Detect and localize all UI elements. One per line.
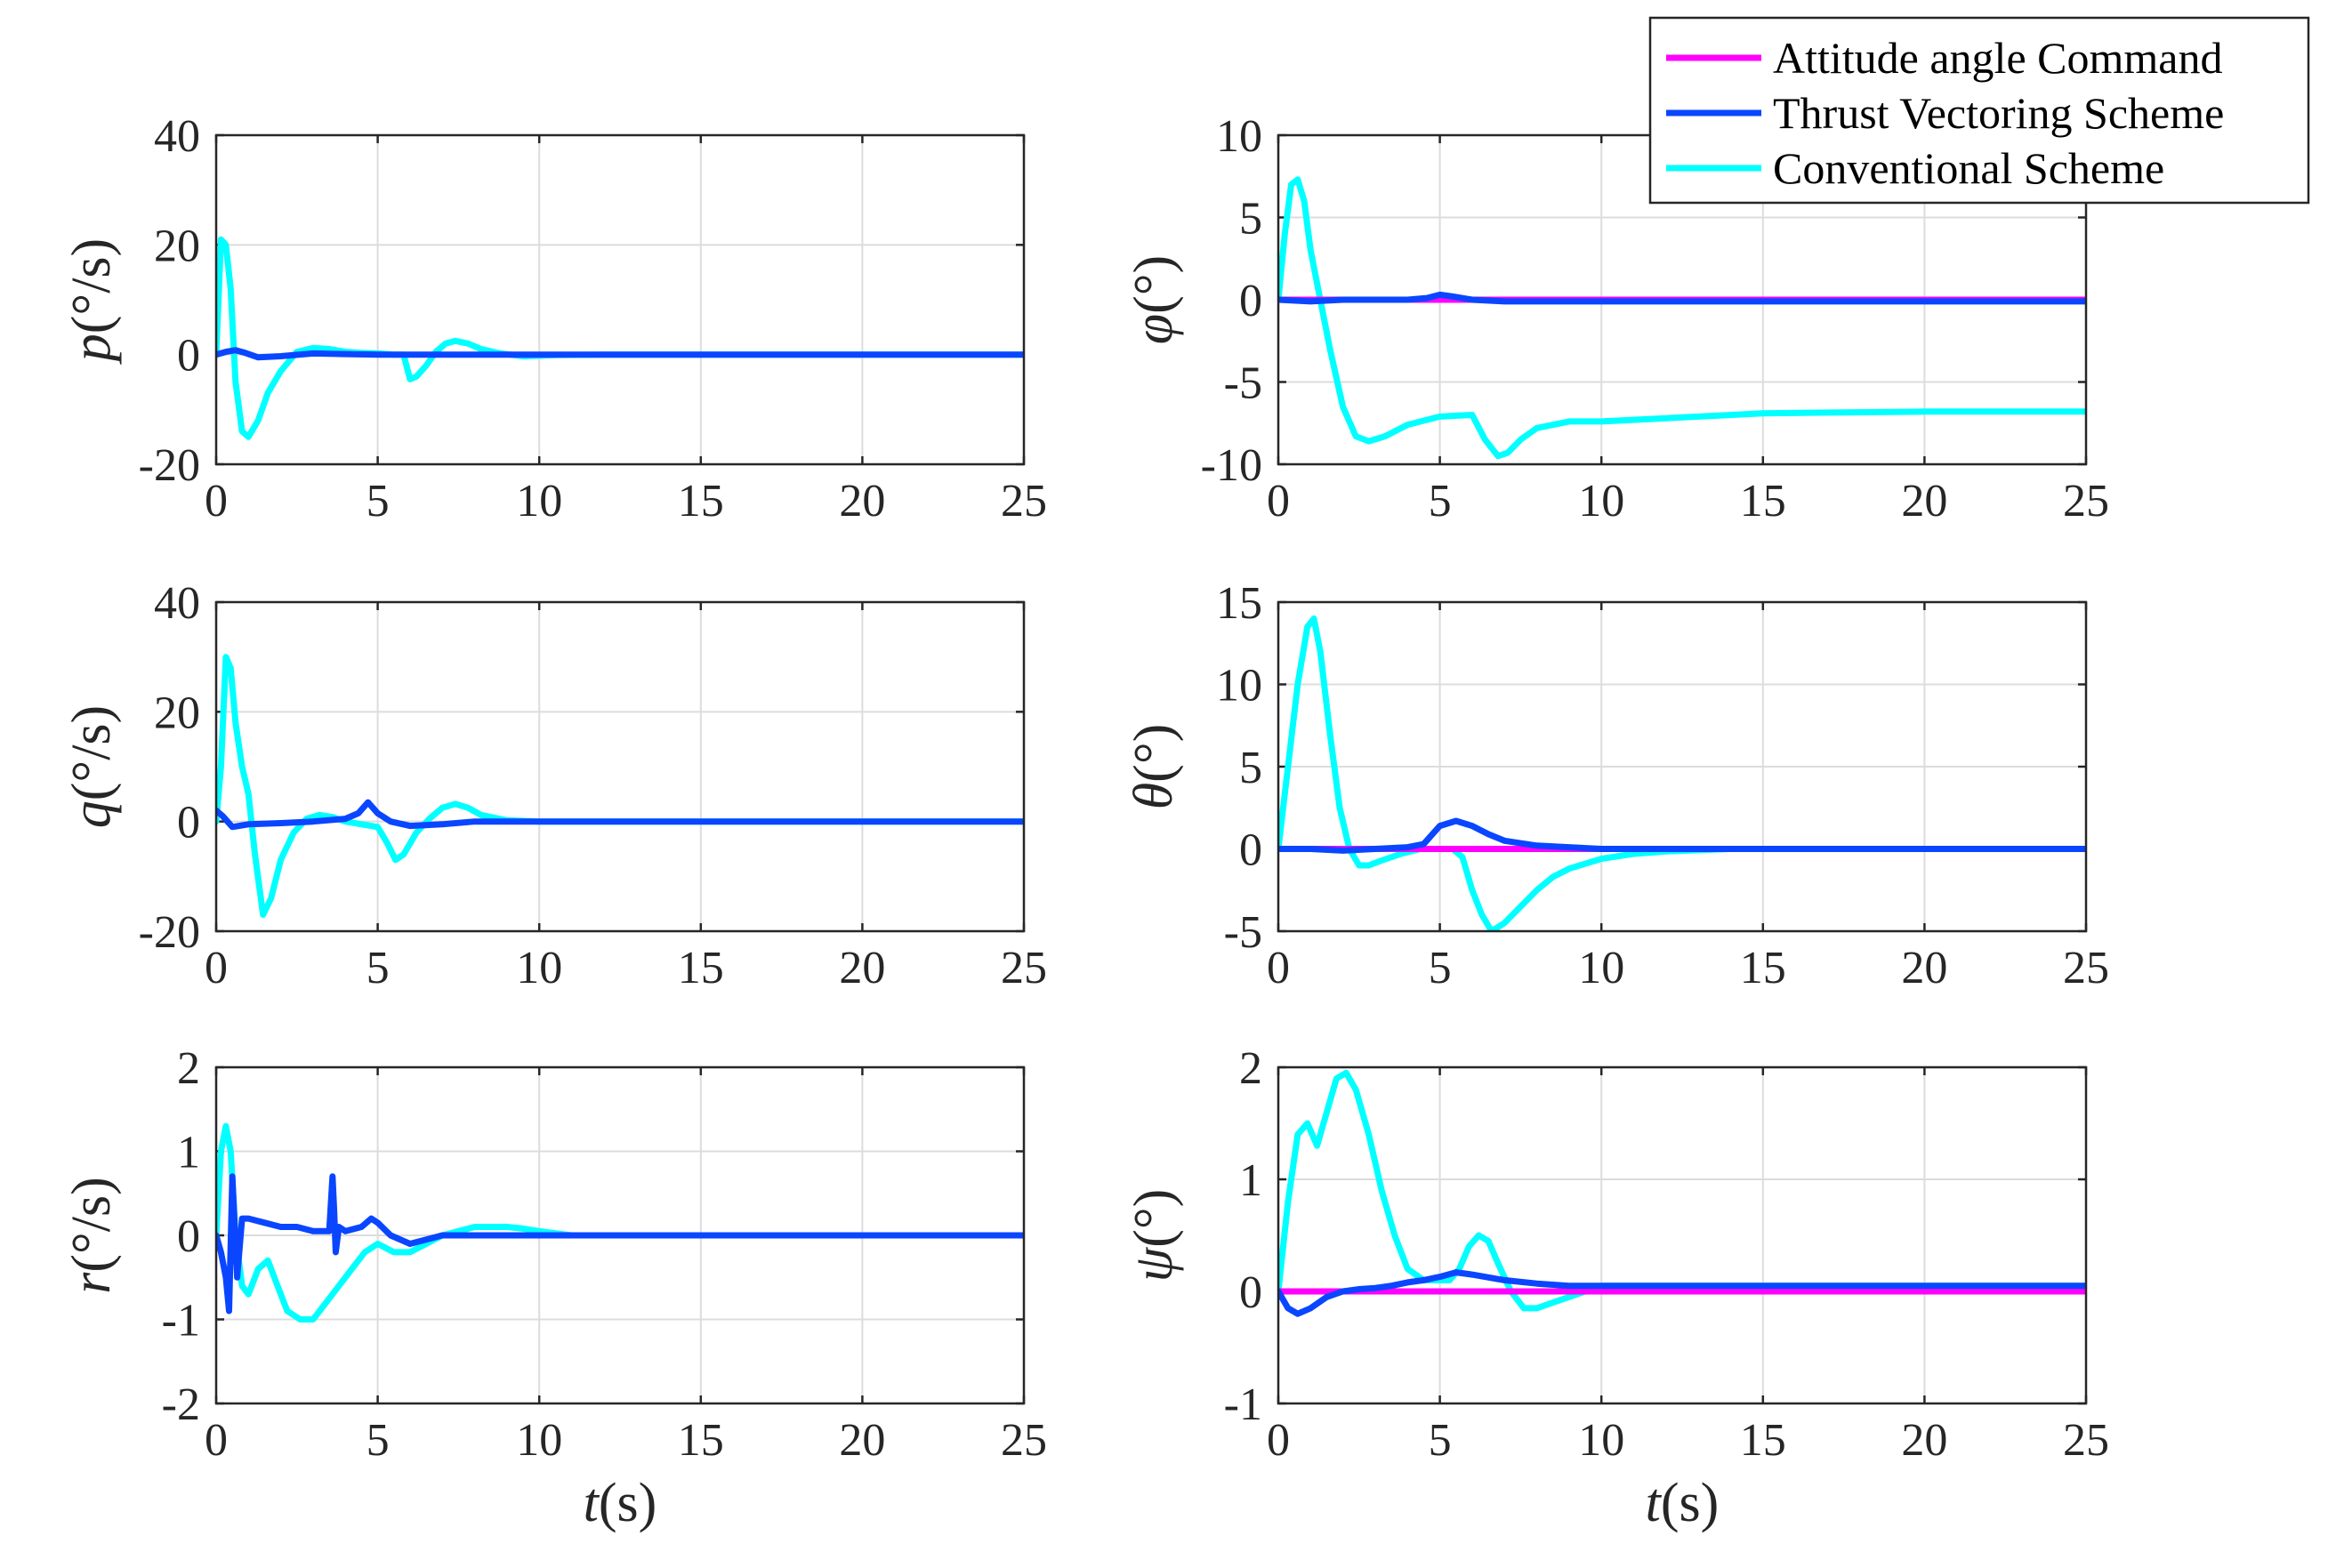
- series-thrust-vectoring-scheme: [1278, 817, 2086, 854]
- y-axis-label: ψ(°): [1124, 1189, 1184, 1283]
- y-tick-label: 40: [154, 578, 200, 629]
- y-tick-label: -2: [162, 1379, 200, 1430]
- y-axis-label: p(°/s): [61, 238, 122, 365]
- y-tick-label: 20: [154, 221, 200, 271]
- axes-frame: [214, 600, 1026, 933]
- legend-label: Attitude angle Command: [1773, 33, 2222, 83]
- axes-frame: [214, 133, 1026, 466]
- y-tick-label: -10: [1201, 440, 1262, 491]
- series-thrust-vectoring-scheme: [1278, 1269, 2086, 1317]
- series-thrust-vectoring-scheme: [216, 1173, 1024, 1315]
- y-tick-label: 15: [1216, 578, 1262, 629]
- x-tick-label: 0: [205, 1415, 228, 1466]
- x-tick-label: 20: [1901, 476, 1947, 527]
- x-tick-label: 5: [1429, 476, 1452, 527]
- y-tick-label: 2: [1239, 1043, 1262, 1094]
- x-tick-label: 0: [205, 476, 228, 527]
- y-tick-label: 0: [1239, 276, 1262, 326]
- y-tick-label: 20: [154, 688, 200, 738]
- x-tick-label: 5: [1429, 943, 1452, 993]
- x-tick-label: 15: [1740, 476, 1786, 527]
- y-axis-label: q(°/s): [61, 705, 122, 828]
- y-tick-label: 5: [1239, 194, 1262, 245]
- y-tick-label: 40: [154, 111, 200, 162]
- x-tick-label: 5: [1429, 1415, 1452, 1466]
- series-conventional-scheme: [1278, 615, 2086, 931]
- series-conventional-scheme: [1278, 176, 2086, 460]
- x-tick-label: 20: [1901, 1415, 1947, 1466]
- y-tick-label: 0: [177, 798, 200, 848]
- x-tick-label: 15: [678, 943, 724, 993]
- legend-label: Thrust Vectoring Scheme: [1773, 88, 2224, 138]
- y-axis-label: φ(°): [1124, 255, 1184, 344]
- y-tick-label: 0: [1239, 825, 1262, 876]
- x-tick-label: 10: [1578, 1415, 1624, 1466]
- legend-label: Conventional Scheme: [1773, 143, 2164, 193]
- y-tick-label: -5: [1224, 358, 1262, 409]
- x-tick-label: 5: [367, 943, 390, 993]
- y-tick-label: 10: [1216, 661, 1262, 712]
- series-thrust-vectoring-scheme: [216, 347, 1024, 361]
- x-tick-label: 25: [1001, 1415, 1047, 1466]
- x-tick-label: 10: [1578, 943, 1624, 993]
- axes-frame: [1277, 1065, 2088, 1405]
- series-conventional-scheme: [216, 1122, 1024, 1323]
- x-tick-label: 0: [1267, 1415, 1290, 1466]
- x-tick-label: 10: [516, 943, 562, 993]
- x-tick-label: 25: [2063, 476, 2109, 527]
- x-tick-label: 0: [1267, 476, 1290, 527]
- series-conventional-scheme: [216, 654, 1024, 918]
- y-tick-label: -5: [1224, 907, 1262, 958]
- x-tick-label: 20: [839, 943, 885, 993]
- x-tick-label: 15: [678, 476, 724, 527]
- x-tick-label: 0: [1267, 943, 1290, 993]
- x-axis-label: t(s): [1646, 1473, 1720, 1533]
- x-tick-label: 15: [678, 1415, 724, 1466]
- x-tick-label: 25: [1001, 476, 1047, 527]
- x-tick-label: 0: [205, 943, 228, 993]
- x-tick-label: 5: [367, 476, 390, 527]
- x-tick-label: 20: [839, 1415, 885, 1466]
- axes-frame: [214, 1065, 1026, 1405]
- y-tick-label: 5: [1239, 743, 1262, 793]
- x-tick-label: 15: [1740, 943, 1786, 993]
- x-tick-label: 15: [1740, 1415, 1786, 1466]
- series-thrust-vectoring-scheme: [216, 799, 1024, 831]
- y-axis-label: θ(°): [1124, 724, 1184, 810]
- x-tick-label: 10: [516, 476, 562, 527]
- x-tick-label: 25: [2063, 943, 2109, 993]
- axes-frame: [1277, 600, 2088, 933]
- y-tick-label: -20: [139, 907, 200, 958]
- x-tick-label: 20: [839, 476, 885, 527]
- x-tick-label: 10: [516, 1415, 562, 1466]
- x-tick-label: 20: [1901, 943, 1947, 993]
- y-tick-label: -1: [162, 1296, 200, 1347]
- y-tick-label: 0: [177, 331, 200, 382]
- series-conventional-scheme: [1278, 1069, 2086, 1312]
- y-tick-label: 1: [1239, 1155, 1262, 1206]
- y-tick-label: -20: [139, 440, 200, 491]
- y-tick-label: -1: [1224, 1379, 1262, 1430]
- y-tick-label: 10: [1216, 111, 1262, 162]
- y-tick-label: 2: [177, 1043, 200, 1094]
- y-tick-label: 1: [177, 1128, 200, 1178]
- x-tick-label: 10: [1578, 476, 1624, 527]
- x-tick-label: 5: [367, 1415, 390, 1466]
- x-axis-label: t(s): [584, 1473, 657, 1533]
- x-tick-label: 25: [1001, 943, 1047, 993]
- y-tick-label: 0: [177, 1211, 200, 1262]
- series-thrust-vectoring-scheme: [1278, 291, 2086, 305]
- x-tick-label: 25: [2063, 1415, 2109, 1466]
- series-conventional-scheme: [216, 236, 1024, 440]
- y-tick-label: 0: [1239, 1267, 1262, 1318]
- y-axis-label: r(°/s): [61, 1177, 122, 1294]
